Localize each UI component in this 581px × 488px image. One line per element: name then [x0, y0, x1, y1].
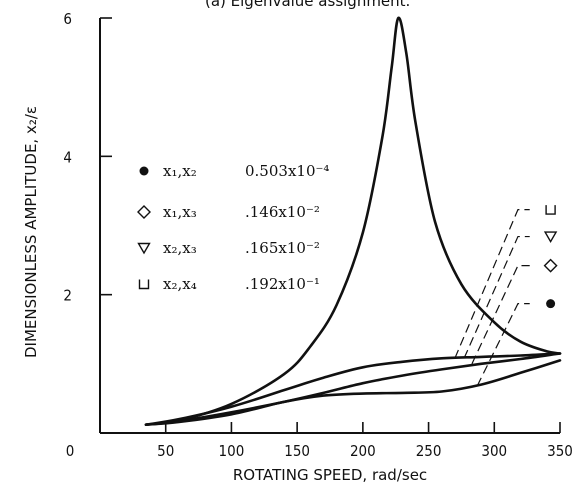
leader-line-4: [476, 303, 530, 387]
filled-circle-marker: [546, 299, 556, 309]
leader-line-2: [463, 235, 530, 359]
legend-open-square-icon: [138, 279, 150, 290]
x-tick-label: 350: [547, 442, 573, 460]
legend-label: x₁,x₃: [163, 203, 197, 221]
legend-value: .165x10⁻²: [245, 239, 320, 257]
leader-line-3: [471, 265, 530, 365]
diamond-marker: [543, 258, 558, 273]
legend-label: x₂,x₄: [163, 275, 197, 293]
legend-label: x₁,x₂: [163, 162, 197, 180]
x-tick-label: 100: [219, 442, 245, 460]
legend-value: .192x10⁻¹: [245, 275, 320, 293]
y-tick-label: 4: [63, 148, 72, 166]
y-axis-label: DIMENSIONLESS AMPLITUDE, x₂/ε: [22, 106, 40, 358]
down-triangle-marker: [543, 231, 558, 243]
open-square-marker: [545, 205, 556, 215]
legend-label: x₂,x₃: [163, 239, 197, 257]
axes: [99, 18, 560, 434]
legend-down-triangle-icon: [137, 242, 151, 255]
series-line-4: [144, 359, 562, 426]
x-tick-label: 150: [284, 442, 310, 460]
x-tick-label: 200: [350, 442, 376, 460]
ticks: 0 50 100 150 200 250 300 350 2 4 6: [63, 10, 572, 460]
chart-title: (a) Eigenvalue assignment.: [205, 0, 410, 10]
legend-diamond-icon: [137, 205, 151, 219]
x-tick-label: 0: [66, 442, 75, 460]
leaders: [454, 208, 530, 387]
x-tick-label: 300: [481, 442, 507, 460]
leader-line-1: [454, 208, 530, 359]
markers: [543, 205, 558, 309]
y-tick-label: 2: [63, 287, 72, 305]
series-line-3: [144, 352, 562, 426]
legend-value: .146x10⁻²: [245, 203, 320, 221]
y-tick-label: 6: [63, 10, 72, 28]
x-axis-label: ROTATING SPEED, rad/sec: [233, 466, 427, 484]
series-line-1: [144, 16, 562, 426]
legend-value: 0.503x10⁻⁴: [245, 162, 329, 180]
x-tick-label: 250: [416, 442, 442, 460]
curves: [144, 16, 562, 426]
legend-filled-circle-icon: [139, 166, 149, 176]
x-tick-label: 50: [157, 442, 174, 460]
series-line-2: [144, 352, 562, 426]
legend: x₁,x₂ 0.503x10⁻⁴ x₁,x₃ .146x10⁻² x₂,x₃ .165x1…: [137, 162, 329, 293]
